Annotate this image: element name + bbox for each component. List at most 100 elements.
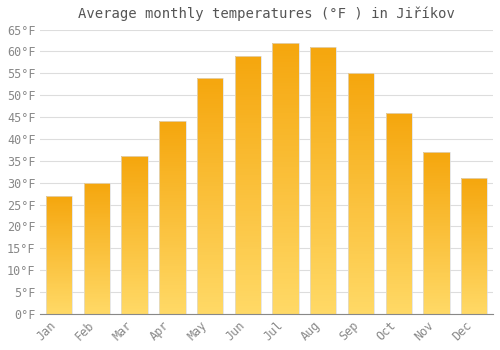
Bar [348,136,374,138]
Bar [310,223,336,226]
Bar [310,239,336,242]
Bar [46,242,72,243]
Bar [197,233,224,236]
Bar [272,62,299,64]
Bar [197,191,224,194]
Bar [122,193,148,194]
Bar [46,286,72,287]
Bar [122,289,148,290]
Bar [310,140,336,143]
Bar [310,108,336,111]
Bar [461,178,487,180]
Bar [424,283,450,285]
Bar [310,229,336,231]
Bar [272,238,299,241]
Bar [348,76,374,78]
Bar [234,247,261,249]
Bar [122,267,148,268]
Bar [310,287,336,290]
Bar [310,143,336,146]
Bar [84,195,110,196]
Bar [122,295,148,296]
Bar [386,201,412,203]
Bar [84,198,110,200]
Bar [424,273,450,275]
Bar [197,90,224,92]
Bar [310,47,336,314]
Bar [310,231,336,234]
Bar [46,226,72,228]
Bar [122,156,148,314]
Bar [272,56,299,59]
Bar [46,303,72,304]
Bar [386,253,412,256]
Bar [122,194,148,196]
Bar [386,236,412,237]
Bar [461,272,487,273]
Bar [310,301,336,303]
Bar [386,119,412,121]
Bar [122,309,148,311]
Bar [122,169,148,170]
Bar [310,218,336,220]
Bar [348,105,374,107]
Bar [310,90,336,92]
Bar [159,152,186,154]
Bar [234,270,261,273]
Bar [197,271,224,274]
Bar [46,293,72,294]
Bar [424,270,450,272]
Bar [461,241,487,242]
Bar [46,214,72,215]
Bar [348,124,374,126]
Bar [234,221,261,224]
Bar [386,151,412,153]
Bar [461,303,487,304]
Bar [234,190,261,192]
Bar [197,217,224,219]
Bar [348,280,374,282]
Bar [234,299,261,301]
Bar [234,193,261,195]
Bar [272,203,299,205]
Bar [197,210,224,212]
Bar [234,136,261,138]
Bar [386,274,412,276]
Bar [386,290,412,292]
Bar [386,199,412,201]
Bar [348,148,374,150]
Bar [461,304,487,306]
Bar [461,292,487,294]
Bar [46,276,72,277]
Bar [424,302,450,304]
Bar [46,287,72,288]
Bar [272,308,299,311]
Bar [46,230,72,231]
Bar [159,246,186,248]
Bar [159,272,186,273]
Bar [159,133,186,135]
Bar [461,204,487,205]
Bar [386,304,412,306]
Bar [84,196,110,197]
Bar [272,181,299,184]
Bar [46,236,72,237]
Bar [159,250,186,252]
Bar [310,298,336,301]
Bar [348,251,374,254]
Bar [159,227,186,229]
Bar [272,89,299,91]
Bar [84,200,110,201]
Bar [310,196,336,199]
Bar [272,43,299,314]
Bar [424,272,450,273]
Bar [122,273,148,274]
Bar [197,148,224,151]
Bar [310,130,336,132]
Bar [348,182,374,184]
Bar [46,232,72,233]
Bar [84,286,110,288]
Bar [348,102,374,105]
Bar [84,288,110,289]
Bar [122,252,148,254]
